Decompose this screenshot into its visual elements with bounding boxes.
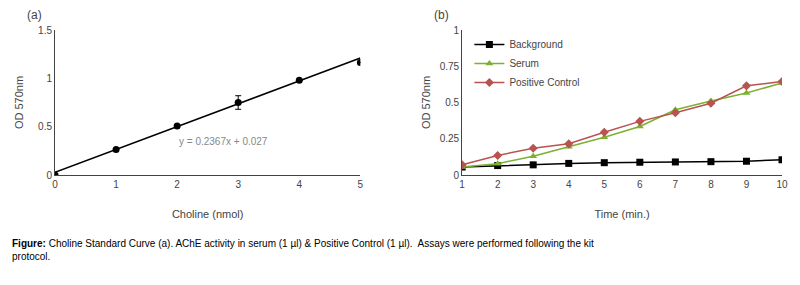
svg-text:9: 9 <box>744 179 750 190</box>
svg-text:0.5: 0.5 <box>445 97 459 108</box>
svg-text:3: 3 <box>235 179 241 190</box>
svg-text:1: 1 <box>459 179 465 190</box>
svg-text:0.5: 0.5 <box>38 121 52 132</box>
svg-text:6: 6 <box>637 179 643 190</box>
svg-text:4: 4 <box>566 179 572 190</box>
svg-text:1.5: 1.5 <box>38 25 52 36</box>
svg-text:OD 570nm: OD 570nm <box>13 76 25 129</box>
svg-text:4: 4 <box>296 179 302 190</box>
svg-text:1: 1 <box>46 73 52 84</box>
svg-text:Time (min.): Time (min.) <box>594 208 649 220</box>
svg-text:OD 570nm: OD 570nm <box>420 76 432 129</box>
svg-text:0.75: 0.75 <box>440 61 460 72</box>
svg-text:0: 0 <box>52 179 58 190</box>
svg-text:1: 1 <box>454 25 460 36</box>
svg-text:(b): (b) <box>434 8 449 22</box>
svg-text:0: 0 <box>46 170 52 181</box>
svg-text:Positive Control: Positive Control <box>509 77 579 88</box>
svg-text:Choline (nmol): Choline (nmol) <box>172 208 244 220</box>
svg-text:2: 2 <box>174 179 180 190</box>
svg-text:10: 10 <box>776 179 788 190</box>
svg-text:3: 3 <box>530 179 536 190</box>
svg-text:1: 1 <box>113 179 119 190</box>
svg-text:Background: Background <box>509 39 562 50</box>
svg-text:5: 5 <box>602 179 608 190</box>
svg-text:y = 0.2367x + 0.027: y = 0.2367x + 0.027 <box>179 136 268 147</box>
svg-text:2: 2 <box>495 179 501 190</box>
svg-text:7: 7 <box>673 179 679 190</box>
svg-text:0: 0 <box>454 170 460 181</box>
svg-text:(a): (a) <box>27 8 42 22</box>
svg-text:5: 5 <box>358 179 364 190</box>
svg-text:8: 8 <box>708 179 714 190</box>
svg-text:Figure: Choline Standard Curve: Figure: Choline Standard Curve (a). AChE… <box>12 238 594 262</box>
svg-text:0.25: 0.25 <box>440 133 460 144</box>
svg-text:Serum: Serum <box>509 58 538 69</box>
